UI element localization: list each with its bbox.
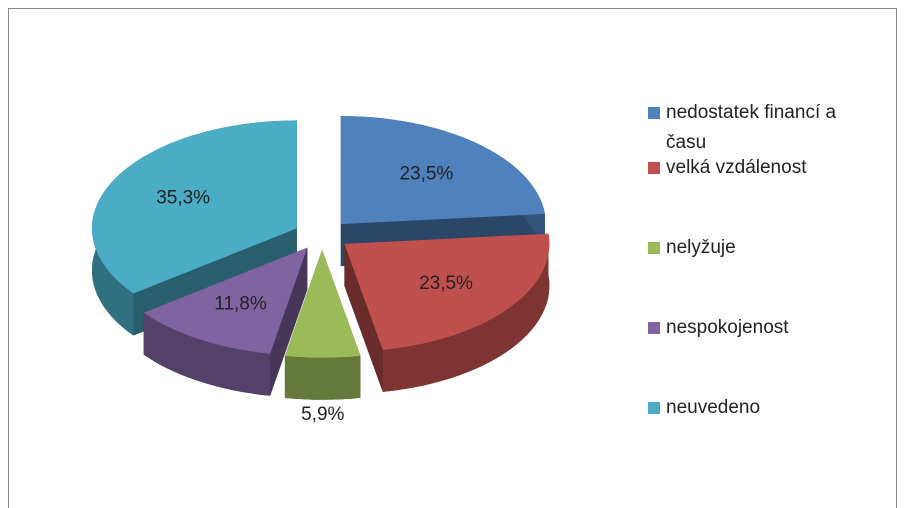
pie-slice [284, 249, 361, 358]
legend-item: nespokojenost [648, 313, 868, 343]
slice-wall [284, 355, 361, 400]
legend-item: nelyžuje [648, 233, 868, 263]
legend-label: nedostatek financí a času [666, 102, 837, 153]
legend-label: velká vzdálenost [666, 157, 807, 178]
legend-label: neuvedeno [666, 397, 761, 418]
data-label: 23,5% [419, 273, 473, 294]
pie-slice [340, 116, 545, 225]
pie-slice [344, 233, 550, 350]
frame [8, 8, 897, 508]
legend-item: neuvedeno [648, 393, 868, 423]
legend-swatch [648, 242, 660, 254]
data-label: 23,5% [399, 164, 453, 185]
legend-item: velká vzdálenost [648, 153, 868, 183]
slice-wall [382, 233, 550, 392]
legend-label: nespokojenost [666, 317, 789, 338]
legend-swatch [648, 402, 660, 414]
data-label: 5,9% [301, 404, 344, 425]
slice-side [344, 243, 383, 392]
legend-label: nelyžuje [666, 237, 736, 258]
legend-swatch [648, 162, 660, 174]
legend-item: nedostatek financí a času [648, 98, 868, 158]
pie-slice [92, 120, 297, 294]
data-label: 11,8% [214, 294, 267, 315]
pie-slice [143, 247, 308, 354]
data-label: 35,3% [156, 188, 210, 209]
legend-swatch [648, 107, 660, 119]
legend-swatch [648, 322, 660, 334]
slice-wall [143, 312, 271, 396]
